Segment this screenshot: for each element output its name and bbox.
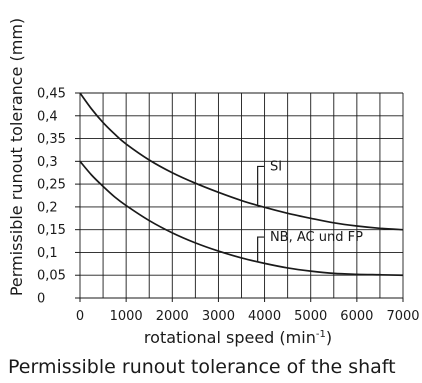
figure-caption: Permissible runout tolerance of the shaf…: [8, 356, 396, 378]
x-tick-label: 4000: [248, 309, 281, 324]
x-tick-label: 3000: [202, 309, 235, 324]
label-leader-line: [257, 165, 264, 205]
x-axis-title: rotational speed (min-1): [144, 328, 332, 347]
x-tick-label: 5000: [294, 309, 327, 324]
y-tick-label: 0,35: [37, 132, 66, 147]
x-tick-label: 0: [76, 309, 84, 324]
series-labels: SI NB, AC und FP: [257, 159, 363, 262]
grid: [79, 92, 404, 299]
y-tick-label: 0,05: [37, 269, 66, 284]
x-tick-label: 7000: [386, 309, 419, 324]
x-tick-label: 2000: [156, 309, 189, 324]
y-tick-label: 0,1: [37, 246, 58, 261]
y-tick-label: 0,15: [37, 223, 66, 238]
label-leader-line: [257, 236, 264, 262]
y-tick-label: 0: [37, 292, 45, 307]
y-tick-label: 0,25: [37, 178, 66, 193]
nb-ac-fp-label: NB, AC und FP: [270, 230, 363, 245]
si-label: SI: [270, 159, 282, 174]
x-tick-label: 1000: [110, 309, 143, 324]
series-lines: [79, 92, 404, 277]
x-tick-label: 6000: [340, 309, 373, 324]
y-axis-title: Permissible runout tolerance (mm): [7, 18, 26, 296]
series-nb-ac-fp-line: [79, 160, 404, 277]
series-si-line: [79, 92, 404, 231]
y-tick-label: 0,2: [37, 200, 58, 215]
y-tick-label: 0,3: [37, 155, 58, 170]
y-axis-ticks: 0 0,05 0,1 0,15 0,2 0,25 0,3 0,35 0,4 0,45: [37, 87, 80, 307]
x-axis-ticks: 0 1000 2000 3000 4000 5000 6000 7000: [76, 298, 420, 324]
y-tick-label: 0,45: [37, 87, 66, 102]
y-tick-label: 0,4: [37, 109, 58, 124]
